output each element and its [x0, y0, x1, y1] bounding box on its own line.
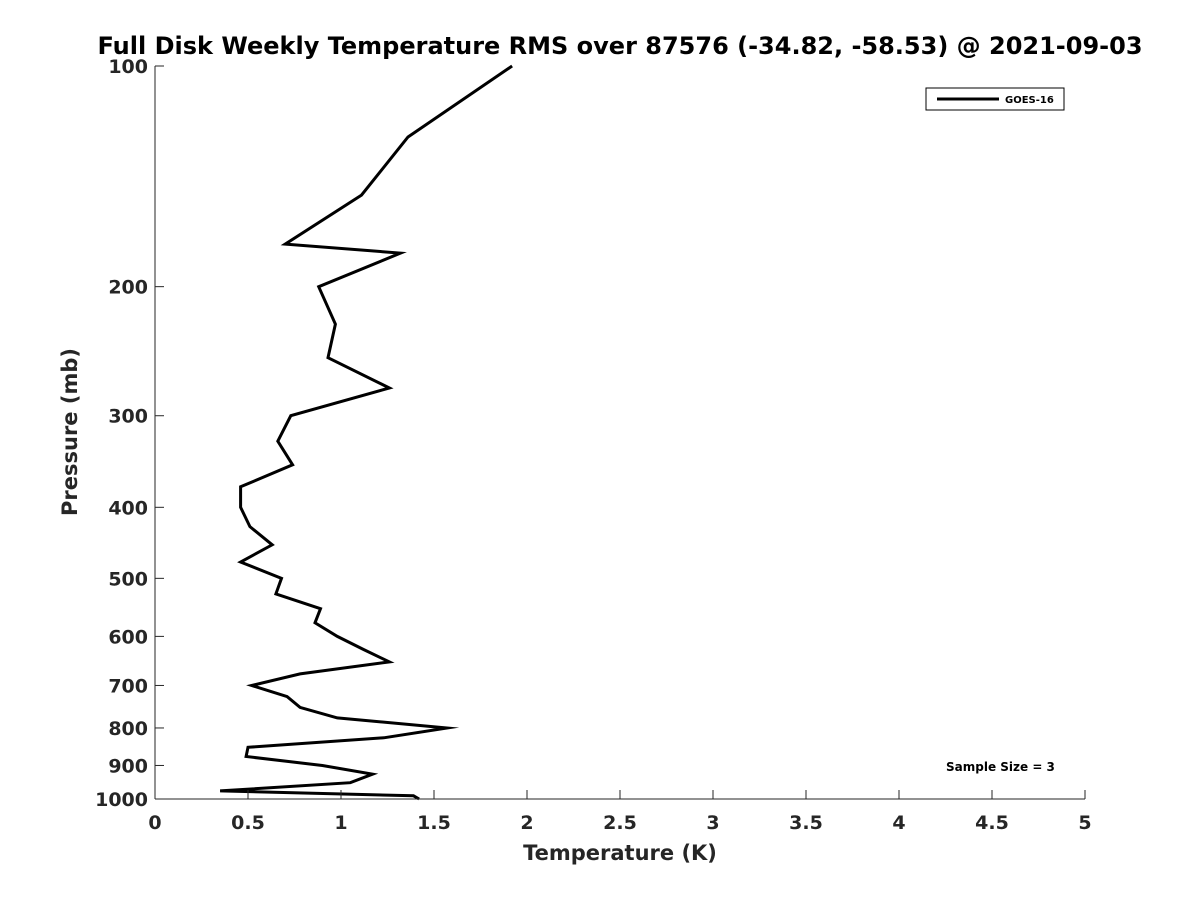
y-tick-label: 600 — [108, 626, 148, 648]
x-axis: 0 0.5 1 1.5 2 2.5 3 3.5 4 4.5 5 — [148, 790, 1092, 834]
y-tick-label: 900 — [108, 755, 148, 777]
y-tick-label: 700 — [108, 675, 148, 697]
series-line-goes-16 — [220, 64, 513, 801]
x-tick-label: 0.5 — [231, 812, 265, 834]
x-tick-label: 1.5 — [417, 812, 451, 834]
x-tick-label: 3 — [706, 812, 719, 834]
plot-area — [220, 64, 513, 801]
legend: GOES-16 — [925, 87, 1065, 111]
y-tick-label: 400 — [108, 497, 148, 519]
y-tick-label: 1000 — [95, 789, 148, 811]
x-tick-label: 2 — [520, 812, 533, 834]
x-tick-label: 5 — [1078, 812, 1091, 834]
x-tick-label: 1 — [334, 812, 347, 834]
y-tick-label: 100 — [108, 56, 148, 78]
y-tick-label: 500 — [108, 568, 148, 590]
x-tick-label: 4 — [892, 812, 905, 834]
x-tick-label: 2.5 — [603, 812, 637, 834]
y-axis-label: Pressure (mb) — [58, 348, 82, 516]
x-tick-label: 0 — [148, 812, 161, 834]
y-tick-label: 800 — [108, 718, 148, 740]
legend-label-goes-16: GOES-16 — [1005, 95, 1054, 106]
x-axis-label: Temperature (K) — [523, 841, 717, 865]
y-tick-label: 200 — [108, 277, 148, 299]
sample-size-annotation: Sample Size = 3 — [946, 760, 1055, 774]
y-axis: 100 200 300 400 500 600 700 800 900 1000 — [95, 56, 164, 811]
x-tick-label: 3.5 — [789, 812, 823, 834]
y-tick-label: 300 — [108, 406, 148, 428]
chart-title: Full Disk Weekly Temperature RMS over 87… — [97, 32, 1142, 60]
x-tick-label: 4.5 — [975, 812, 1009, 834]
